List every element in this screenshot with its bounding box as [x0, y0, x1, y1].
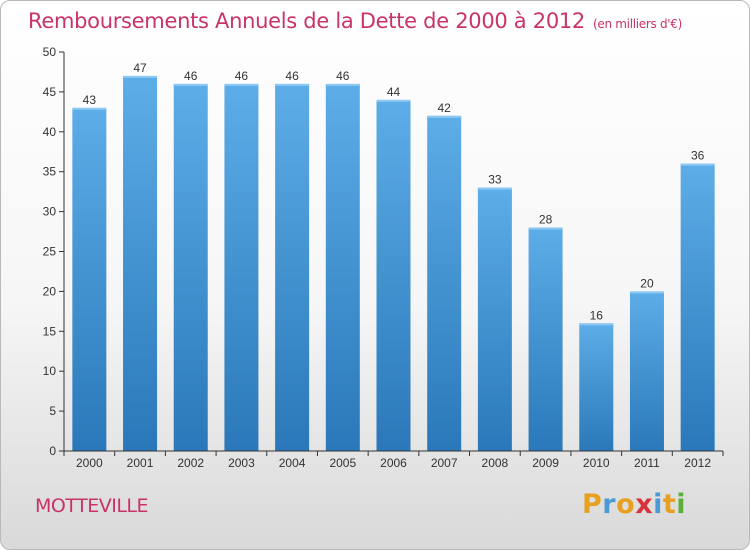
x-tick-label-2010: 2010: [583, 456, 610, 470]
chart-title: Remboursements Annuels de la Dette de 20…: [28, 9, 682, 33]
bar-highlight-2011: [629, 291, 664, 294]
x-tick-label-2000: 2000: [76, 456, 103, 470]
bar-2007: [427, 115, 462, 451]
data-label-2011: 20: [640, 276, 654, 290]
y-tick-label-15: 15: [43, 324, 57, 338]
logo-letter: r: [602, 489, 617, 520]
bar-highlight-2009: [528, 227, 563, 230]
data-label-2007: 42: [438, 101, 452, 115]
data-label-2002: 46: [184, 69, 198, 83]
bar-2009: [528, 227, 563, 451]
bar-highlight-2007: [427, 115, 462, 118]
bar-highlight-2001: [123, 75, 158, 78]
y-tick-label-5: 5: [49, 404, 56, 418]
data-label-2005: 46: [336, 69, 350, 83]
x-tick-label-2011: 2011: [634, 456, 660, 470]
bar-2006: [376, 99, 411, 451]
x-tick-label-2004: 2004: [279, 456, 306, 470]
chart-title-text: Remboursements Annuels de la Dette de 20…: [28, 9, 585, 33]
proxiti-logo: Proxiti: [582, 489, 686, 520]
x-tick-label-2002: 2002: [177, 456, 204, 470]
logo-letter: x: [635, 489, 654, 520]
bar-highlight-2006: [376, 99, 411, 102]
y-tick-label-45: 45: [43, 85, 57, 99]
y-tick-label-0: 0: [49, 444, 56, 458]
axes-group: 2000 2001 2002 2003 2004 2005 2006 2007 2008 2009…: [43, 45, 724, 470]
x-tick-label-2009: 2009: [532, 456, 559, 470]
bar-2011: [629, 291, 664, 451]
x-tick-label-2007: 2007: [431, 456, 458, 470]
bar-highlight-2003: [224, 83, 259, 86]
data-label-2001: 47: [133, 61, 147, 75]
y-tick-label-50: 50: [43, 45, 57, 59]
data-label-2004: 46: [285, 69, 299, 83]
data-label-2006: 44: [387, 85, 401, 99]
y-tick-label-20: 20: [43, 284, 57, 298]
y-tick-label-10: 10: [43, 364, 57, 378]
bar-highlight-2005: [325, 83, 360, 86]
y-tick-label-40: 40: [43, 125, 57, 139]
data-label-2003: 46: [235, 69, 249, 83]
data-label-2008: 33: [488, 173, 502, 187]
bar-highlight-2002: [173, 83, 208, 86]
y-tick-label-35: 35: [43, 165, 57, 179]
bar-2001: [123, 75, 158, 451]
x-tick-label-2003: 2003: [228, 456, 255, 470]
logo-letter: o: [616, 489, 636, 520]
bar-2000: [72, 107, 107, 452]
bar-highlight-2010: [579, 323, 614, 326]
logo-letter: i: [676, 489, 687, 520]
logo-letter: P: [582, 489, 603, 520]
x-tick-label-2008: 2008: [482, 456, 509, 470]
bar-2010: [579, 323, 614, 451]
logo-letter: t: [662, 489, 677, 520]
chart-subtitle: (en milliers d'€): [593, 17, 683, 31]
city-name: MOTTEVILLE: [35, 495, 149, 517]
bar-highlight-2012: [680, 163, 715, 166]
bar-highlight-2000: [72, 107, 107, 110]
bar-2002: [173, 83, 208, 452]
bar-highlight-2004: [275, 83, 310, 86]
bar-2012: [680, 163, 715, 451]
bar-2004: [275, 83, 310, 452]
x-tick-label-2001: 2001: [127, 456, 154, 470]
x-tick-label-2012: 2012: [684, 456, 711, 470]
data-label-2000: 43: [83, 93, 97, 107]
x-tick-label-2006: 2006: [380, 456, 407, 470]
bar-highlight-2008: [477, 187, 512, 190]
data-label-2010: 16: [590, 308, 604, 322]
bar-2005: [325, 83, 360, 452]
y-tick-label-30: 30: [43, 205, 57, 219]
x-tick-label-2005: 2005: [329, 456, 356, 470]
y-tick-label-25: 25: [43, 245, 57, 259]
logo-letter: i: [653, 489, 663, 520]
bar-2003: [224, 83, 259, 452]
data-label-2012: 36: [691, 149, 705, 163]
bar-2008: [477, 187, 512, 451]
data-label-2009: 28: [539, 213, 553, 227]
bars-group: 43 47 46 46 46 46 44 42 33 28 16 20 36: [72, 61, 715, 452]
